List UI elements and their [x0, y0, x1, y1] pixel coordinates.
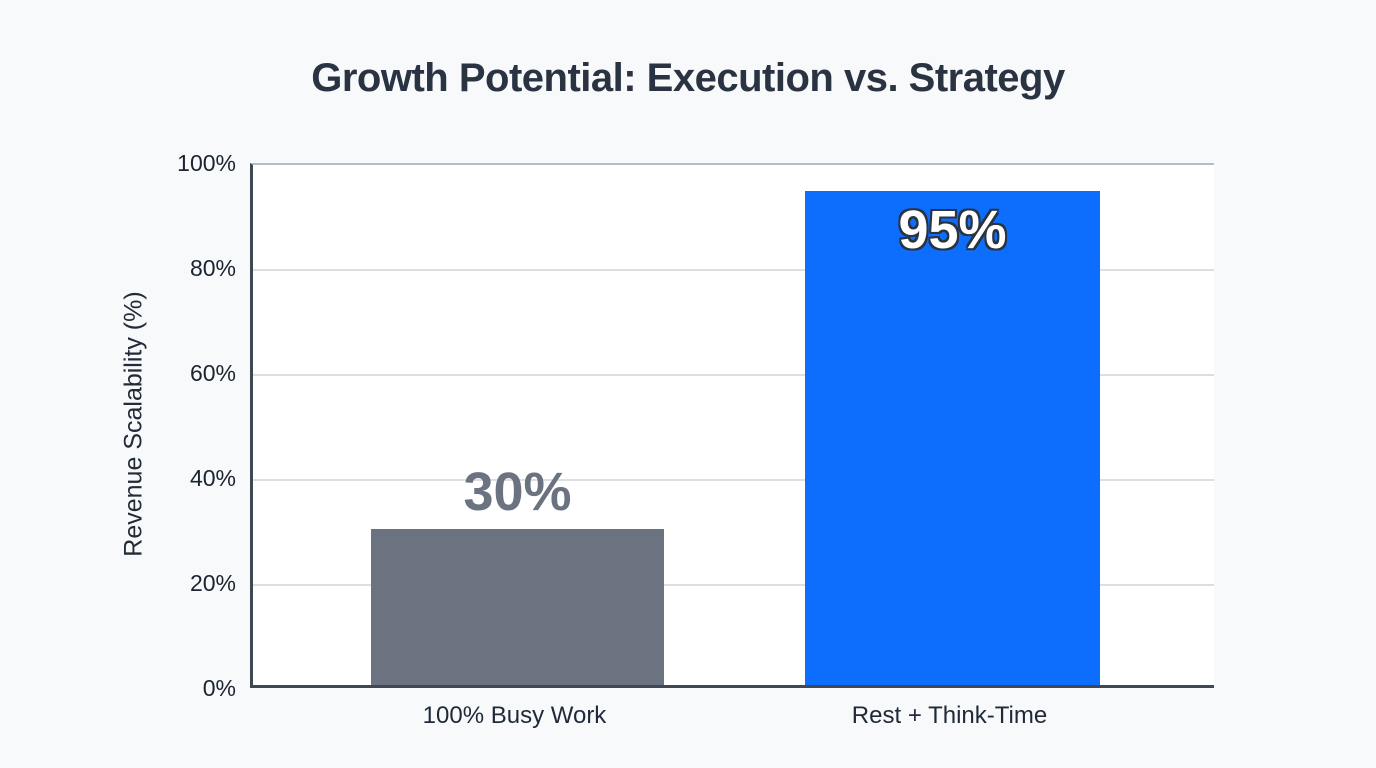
- plot-area: 30% 95%: [250, 163, 1214, 688]
- y-tick-label: 60%: [189, 360, 236, 386]
- bar-2: 95%: [805, 191, 1100, 685]
- y-tick-label: 100%: [177, 150, 236, 176]
- gridline: [253, 269, 1214, 271]
- chart-title: Growth Potential: Execution vs. Strategy: [311, 56, 1065, 100]
- gridline: [253, 584, 1214, 586]
- x-category-label: 100% Busy Work: [422, 702, 607, 729]
- gridline: [253, 479, 1214, 481]
- gridline: [253, 374, 1214, 376]
- y-tick-label: 20%: [189, 570, 236, 596]
- y-axis-title: Revenue Scalability (%): [119, 291, 148, 557]
- y-tick-label: 40%: [189, 465, 236, 491]
- y-tick-label: 0%: [202, 675, 236, 701]
- bar-value-label: 95%: [898, 200, 1007, 260]
- x-category-label: Rest + Think-Time: [851, 702, 1048, 729]
- bar-1: 30%: [371, 462, 664, 685]
- y-tick-label: 80%: [189, 255, 236, 281]
- bar-value-label: 30%: [463, 462, 572, 522]
